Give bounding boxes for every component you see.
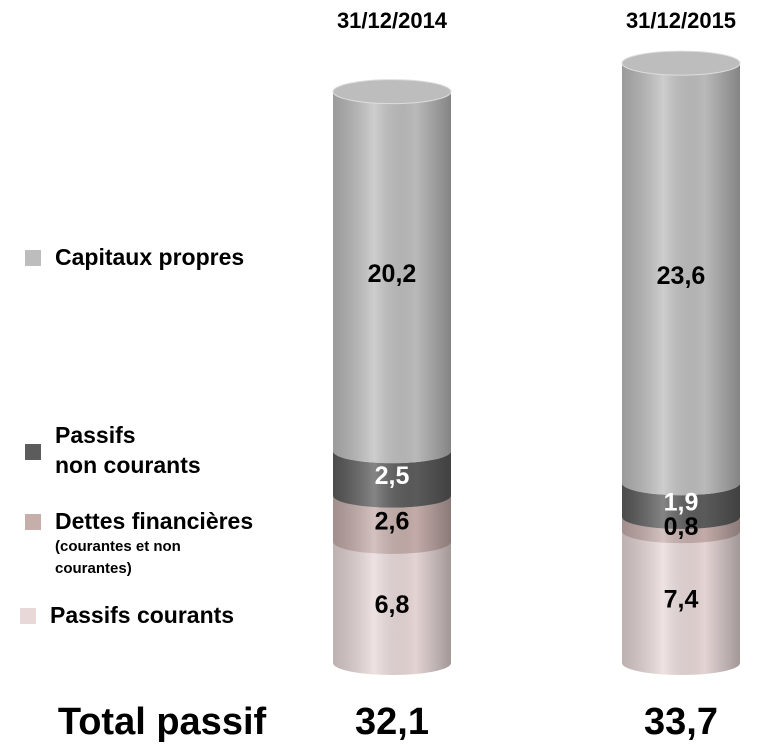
- legend-item: Capitaux propres: [25, 244, 244, 272]
- legend-item: Passifs courants: [20, 602, 234, 630]
- legend-label: Passifs non courants: [55, 422, 201, 478]
- total-label: Total passif: [58, 701, 267, 743]
- total-value: 33,7: [644, 701, 718, 743]
- value-label: 6,8: [375, 591, 410, 619]
- legend-label: Passifs courants: [50, 602, 235, 628]
- legend-swatch: [25, 250, 41, 266]
- value-label: 2,5: [375, 462, 410, 490]
- cylinder-shade: [622, 63, 740, 675]
- cylinder-top: [621, 50, 741, 76]
- legend-swatch: [25, 514, 41, 530]
- value-label: 2,6: [375, 507, 410, 535]
- category-label: 31/12/2014: [337, 8, 448, 33]
- category-label: 31/12/2015: [626, 8, 736, 33]
- legend-swatch: [20, 608, 36, 624]
- value-label: 7,4: [664, 586, 699, 614]
- legend-label: Capitaux propres: [55, 244, 245, 270]
- legend-swatch: [25, 444, 41, 460]
- cylinder-top: [332, 79, 452, 105]
- value-label: 1,9: [664, 489, 699, 517]
- legend-label: Dettes financières: [55, 508, 254, 534]
- value-label: 23,6: [657, 262, 706, 290]
- legend-item: Passifs non courants: [25, 422, 201, 480]
- legend-note: (courantes et non courantes): [55, 538, 181, 577]
- total-value: 32,1: [355, 701, 429, 743]
- legend-item: Dettes financières (courantes et non cour…: [25, 508, 253, 580]
- cylinder-shade: [333, 91, 451, 676]
- value-label: 0,8: [664, 513, 699, 541]
- value-label: 20,2: [368, 260, 417, 288]
